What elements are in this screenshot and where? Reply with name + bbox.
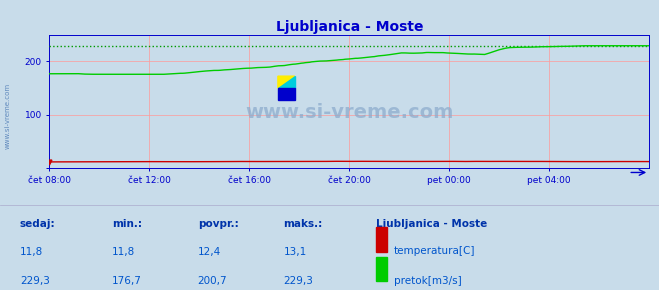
- Text: 229,3: 229,3: [283, 276, 313, 286]
- Text: pretok[m3/s]: pretok[m3/s]: [394, 276, 462, 286]
- Text: 11,8: 11,8: [112, 246, 135, 256]
- Text: www.si-vreme.com: www.si-vreme.com: [245, 103, 453, 122]
- Text: 13,1: 13,1: [283, 246, 306, 256]
- Polygon shape: [278, 76, 295, 88]
- Bar: [376, 257, 387, 281]
- Text: 11,8: 11,8: [20, 246, 43, 256]
- Bar: [278, 88, 295, 100]
- Text: 12,4: 12,4: [198, 246, 221, 256]
- Bar: [376, 227, 387, 252]
- Polygon shape: [278, 76, 295, 88]
- Text: maks.:: maks.:: [283, 219, 323, 229]
- Text: Ljubljanica - Moste: Ljubljanica - Moste: [376, 219, 487, 229]
- Text: www.si-vreme.com: www.si-vreme.com: [5, 83, 11, 149]
- Text: min.:: min.:: [112, 219, 142, 229]
- Text: 200,7: 200,7: [198, 276, 227, 286]
- Title: Ljubljanica - Moste: Ljubljanica - Moste: [275, 20, 423, 34]
- Text: sedaj:: sedaj:: [20, 219, 55, 229]
- Text: 176,7: 176,7: [112, 276, 142, 286]
- Text: povpr.:: povpr.:: [198, 219, 239, 229]
- Text: temperatura[C]: temperatura[C]: [394, 246, 476, 256]
- Text: 229,3: 229,3: [20, 276, 49, 286]
